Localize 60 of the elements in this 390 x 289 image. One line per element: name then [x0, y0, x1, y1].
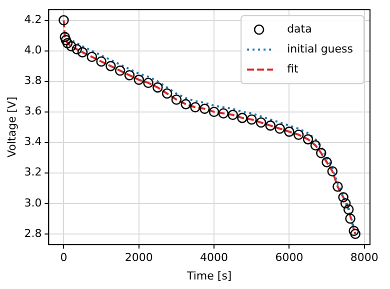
point: [162, 88, 172, 99]
x-tick-label: 8000: [350, 251, 378, 264]
x-tick-label: 0: [60, 251, 68, 264]
point: [256, 117, 266, 128]
y-tick-label: 4.0: [24, 44, 42, 57]
point: [350, 228, 360, 240]
point: [265, 120, 276, 131]
y-tick-label: 3.4: [24, 135, 42, 148]
point: [58, 15, 69, 26]
y-tick-label: 3.2: [24, 166, 42, 179]
y-tick-label: 4.2: [24, 13, 42, 26]
x-tick-label: 6000: [275, 251, 304, 264]
x-tick-label: 4000: [200, 251, 228, 264]
point: [106, 60, 116, 72]
point: [72, 44, 82, 54]
legend-label: data: [287, 22, 312, 36]
point: [124, 70, 135, 80]
point: [60, 34, 72, 46]
point: [200, 104, 210, 114]
point: [96, 56, 106, 67]
y-tick-label: 2.8: [24, 226, 42, 240]
point: [343, 204, 354, 215]
point: [180, 99, 192, 110]
point: [237, 112, 248, 124]
point: [228, 110, 238, 120]
point: [274, 123, 285, 134]
point: [316, 148, 326, 158]
point: [340, 198, 351, 209]
point: [338, 192, 348, 202]
legend-label: fit: [287, 62, 299, 76]
y-tick-label: 3.6: [24, 104, 42, 118]
point: [77, 47, 88, 58]
point: [327, 166, 338, 177]
point: [246, 114, 257, 125]
point: [218, 108, 229, 119]
legend-label: initial guess: [287, 42, 354, 56]
x-tick-label: 2000: [124, 251, 153, 264]
point: [284, 126, 294, 137]
point: [345, 214, 356, 224]
point: [302, 134, 314, 144]
point: [310, 140, 321, 151]
point: [143, 78, 154, 88]
y-tick-label: 3.8: [24, 74, 42, 88]
point: [190, 102, 200, 112]
point: [134, 74, 144, 85]
point: [62, 38, 73, 48]
x-axis-title: Time [s]: [186, 269, 232, 282]
point: [208, 106, 220, 117]
point: [332, 181, 343, 192]
y-tick-label: 3.0: [24, 196, 42, 210]
point: [114, 65, 126, 76]
point: [152, 82, 163, 93]
point: [60, 32, 70, 42]
point: [86, 52, 98, 62]
point: [348, 226, 359, 236]
point: [171, 94, 182, 105]
point: [322, 157, 332, 168]
point: [293, 130, 304, 140]
y-axis-title: Voltage [V]: [5, 96, 18, 158]
point: [66, 41, 76, 52]
